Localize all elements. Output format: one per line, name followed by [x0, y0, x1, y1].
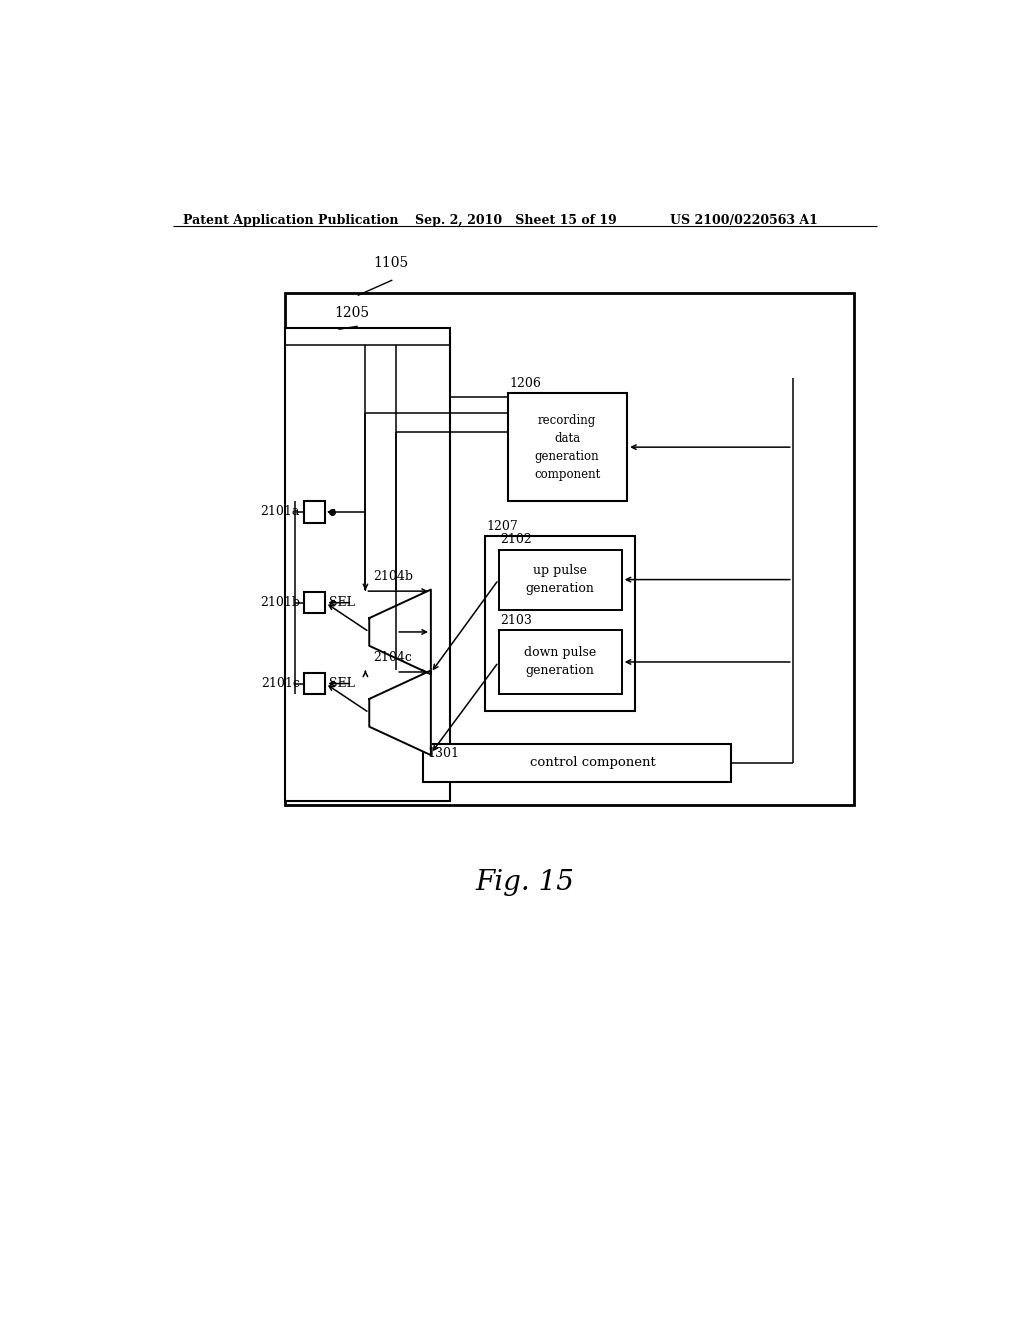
Text: 1206: 1206: [509, 378, 542, 391]
Text: 2101c: 2101c: [261, 677, 300, 690]
Text: 1207: 1207: [486, 520, 518, 533]
Bar: [304, 591, 326, 614]
Text: Patent Application Publication: Patent Application Publication: [183, 214, 398, 227]
Bar: [285, 293, 854, 805]
Text: SEL: SEL: [330, 677, 355, 690]
Bar: [304, 502, 326, 523]
Text: Sep. 2, 2010   Sheet 15 of 19: Sep. 2, 2010 Sheet 15 of 19: [416, 214, 617, 227]
Text: SEL: SEL: [330, 597, 355, 610]
Text: 2101b: 2101b: [260, 597, 300, 610]
Text: recording
data
generation
component: recording data generation component: [535, 413, 600, 480]
Text: 2104b: 2104b: [373, 570, 413, 583]
Bar: [499, 549, 622, 610]
Bar: [499, 631, 622, 693]
Text: 1205: 1205: [335, 306, 370, 321]
Text: US 2100/0220563 A1: US 2100/0220563 A1: [670, 214, 817, 227]
Text: 2103: 2103: [500, 614, 532, 627]
Polygon shape: [370, 590, 431, 675]
Text: 1301: 1301: [427, 747, 459, 760]
Bar: [304, 673, 326, 694]
Text: control component: control component: [529, 756, 655, 770]
Text: 2101a: 2101a: [260, 506, 300, 519]
Text: 2104c: 2104c: [373, 651, 412, 664]
Bar: [484, 536, 635, 711]
Text: Fig. 15: Fig. 15: [475, 869, 574, 896]
Text: down pulse
generation: down pulse generation: [524, 647, 596, 677]
Polygon shape: [370, 671, 431, 755]
Bar: [423, 743, 731, 781]
Text: up pulse
generation: up pulse generation: [525, 564, 595, 595]
Text: 2102: 2102: [500, 533, 531, 546]
Text: 1105: 1105: [373, 256, 409, 271]
Bar: [508, 393, 628, 502]
Bar: [285, 327, 451, 801]
